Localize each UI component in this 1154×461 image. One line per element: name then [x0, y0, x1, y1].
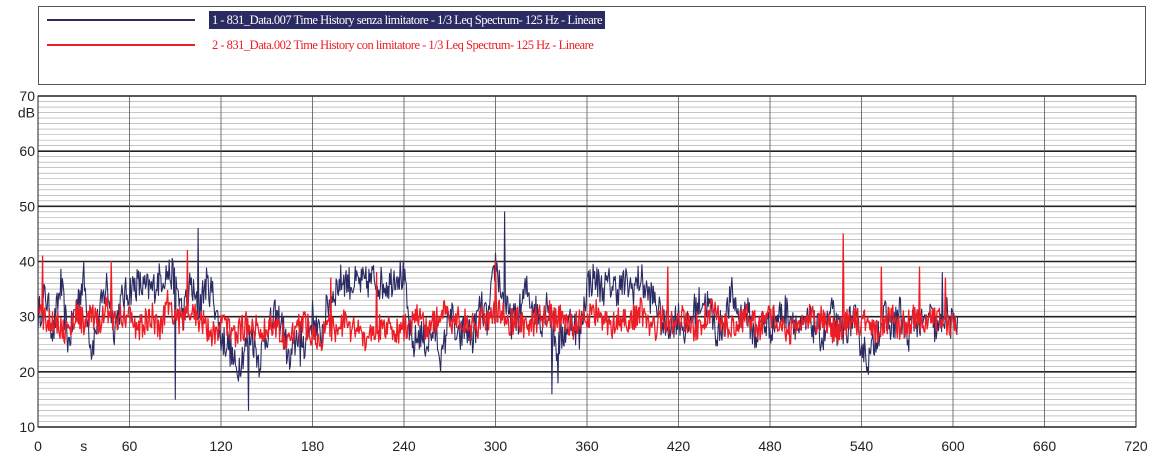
legend-label-series-1: 1 - 831_Data.007 Time History senza limi…: [209, 11, 605, 29]
plot-frame: [37, 95, 1137, 428]
y-axis-label: dB: [18, 105, 35, 121]
x-tick-label: 660: [1033, 438, 1057, 454]
x-tick-label: 240: [392, 438, 416, 454]
legend-swatch-series-1: [47, 19, 195, 21]
y-tick-label: 50: [19, 198, 35, 214]
x-tick-label: 540: [850, 438, 874, 454]
y-tick-label: 20: [19, 364, 35, 380]
x-tick-label: 720: [1124, 438, 1148, 454]
x-tick-label: 180: [301, 438, 325, 454]
y-tick-label: 40: [19, 254, 35, 270]
series-layer: [37, 211, 959, 411]
series-line-2: [37, 233, 958, 352]
y-tick-label: 70: [19, 88, 35, 104]
x-tick-label: 120: [209, 438, 233, 454]
x-tick-label: 0: [34, 438, 42, 454]
legend-swatch-series-2: [47, 44, 195, 46]
y-tick-label: 60: [19, 143, 35, 159]
legend-label-series-2: 2 - 831_Data.002 Time History con limita…: [212, 38, 594, 52]
x-tick-label: 600: [941, 438, 965, 454]
x-tick-label: 420: [667, 438, 691, 454]
x-tick-label: 480: [758, 438, 782, 454]
legend: 1 - 831_Data.007 Time History senza limi…: [38, 6, 1146, 85]
y-tick-label: 10: [19, 419, 35, 435]
x-tick-label: 300: [484, 438, 508, 454]
axes: 10 20 30 40 50 60 70 0 60 120 180 240 300 360 420 480 54…: [18, 88, 1148, 454]
x-tick-label: 60: [122, 438, 138, 454]
y-tick-label: 30: [19, 309, 35, 325]
x-axis-label: s: [80, 438, 87, 454]
series-line-1: [37, 211, 959, 411]
x-tick-label: 360: [575, 438, 599, 454]
grid: [37, 95, 1137, 428]
